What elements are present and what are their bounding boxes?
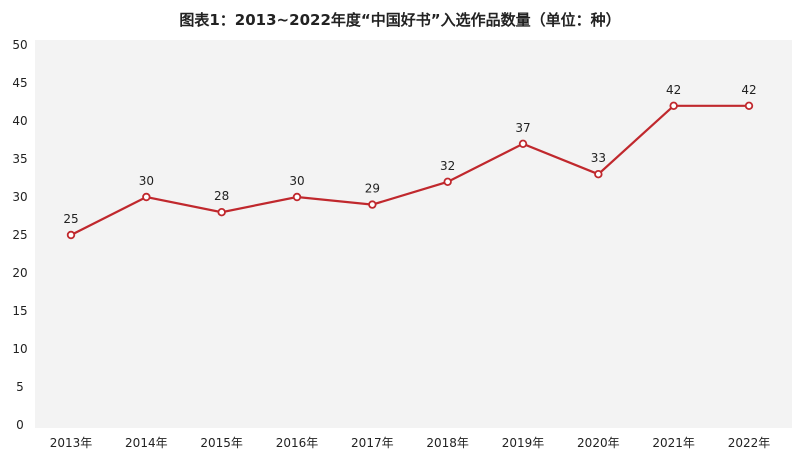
data-label: 37 <box>515 121 530 135</box>
data-point <box>518 139 528 148</box>
y-tick-label: 5 <box>16 380 24 394</box>
data-point <box>292 192 302 202</box>
x-tick-label: 2013年 <box>50 436 93 450</box>
data-point <box>142 192 151 202</box>
y-tick-label: 40 <box>12 114 27 128</box>
data-point <box>669 101 678 110</box>
x-tick-label: 2014年 <box>125 436 168 450</box>
data-point <box>744 101 754 110</box>
data-label: 42 <box>666 83 681 97</box>
x-tick-label: 2017年 <box>351 436 394 450</box>
x-tick-label: 2021年 <box>652 436 695 450</box>
data-label: 29 <box>365 182 380 196</box>
x-tick-label: 2020年 <box>577 436 620 450</box>
y-tick-label: 50 <box>12 38 27 52</box>
x-tick-label: 2018年 <box>426 436 469 450</box>
y-tick-label: 35 <box>12 152 27 166</box>
data-label: 42 <box>741 83 756 97</box>
x-tick-label: 2019年 <box>502 436 545 450</box>
data-label: 32 <box>440 159 455 173</box>
y-tick-label: 20 <box>12 266 27 280</box>
x-tick-label: 2016年 <box>276 436 319 450</box>
x-tick-label: 2022年 <box>728 436 771 450</box>
series-line <box>70 104 749 236</box>
data-point <box>217 207 226 217</box>
y-tick-label: 10 <box>12 342 27 356</box>
chart-title: 图表1：2013~2022年度“中国好书”入选作品数量（单位：种） <box>179 11 621 29</box>
data-label: 28 <box>214 189 229 203</box>
y-tick-label: 0 <box>16 418 24 432</box>
data-point <box>66 230 76 240</box>
data-label: 30 <box>289 174 304 188</box>
y-tick-label: 30 <box>12 190 27 204</box>
data-point <box>443 177 452 186</box>
data-point <box>594 169 603 179</box>
data-label: 25 <box>63 212 78 226</box>
y-tick-label: 15 <box>12 304 27 318</box>
plot-area <box>35 40 792 428</box>
y-tick-label: 25 <box>12 228 27 242</box>
data-point <box>368 200 377 209</box>
data-label: 30 <box>139 174 154 188</box>
y-tick-label: 45 <box>12 76 27 90</box>
data-label: 33 <box>591 151 606 165</box>
x-tick-label: 2015年 <box>200 436 243 450</box>
